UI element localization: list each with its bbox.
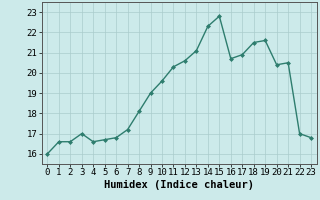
X-axis label: Humidex (Indice chaleur): Humidex (Indice chaleur)	[104, 180, 254, 190]
